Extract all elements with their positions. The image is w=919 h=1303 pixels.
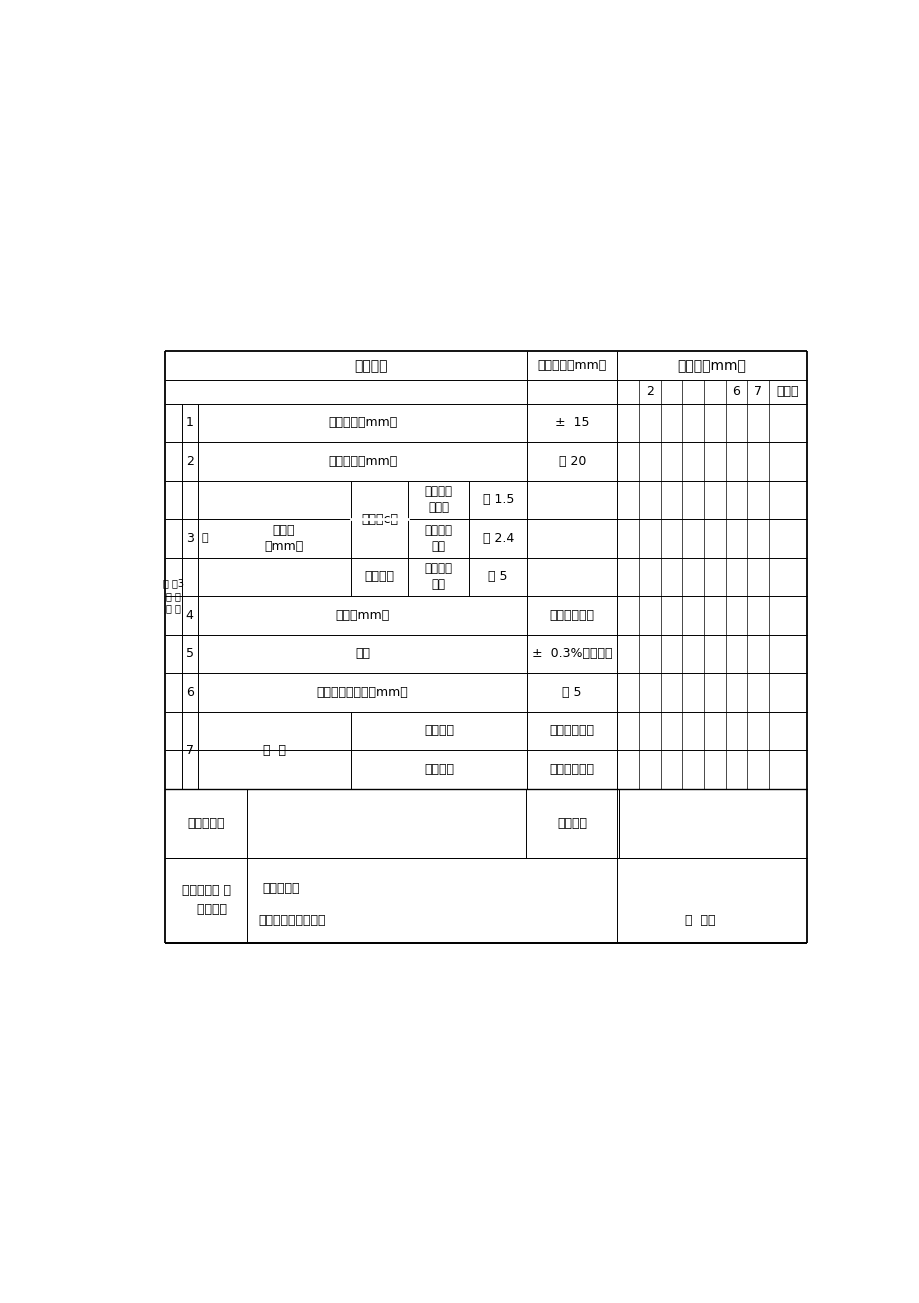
Text: 评定结果: 评定结果 [185,903,227,916]
Text: 6: 6 [732,386,740,399]
Text: 允 许3
偏 差
项 目: 允 许3 偏 差 项 目 [163,579,184,614]
Text: ±  0.3%且不反坡: ± 0.3%且不反坡 [531,648,612,661]
Text: 1: 1 [186,416,194,429]
Text: 符合要求。: 符合要求。 [262,882,300,895]
Text: 宽度（mm）: 宽度（mm） [335,609,390,622]
Text: 横坡: 横坡 [355,648,369,661]
Text: 平整度
（mm）: 平整度 （mm） [264,524,303,552]
Text: 7: 7 [754,386,762,399]
Text: 施工单位检 查: 施工单位检 查 [181,885,231,898]
Text: 5: 5 [186,648,194,661]
Text: ＜ 1.5: ＜ 1.5 [482,494,514,507]
Text: 井框与路面高差（mm）: 井框与路面高差（mm） [316,685,408,698]
Text: ＜ 5: ＜ 5 [562,685,582,698]
Text: 不小于设计值: 不小于设计值 [550,609,594,622]
Text: 中线偏位（mm）: 中线偏位（mm） [328,455,397,468]
Text: 次干路、
支路: 次干路、 支路 [424,524,452,552]
Text: 纵断高程（mm）: 纵断高程（mm） [328,416,397,429]
Text: 3: 3 [186,532,194,545]
Text: 符合设计要求: 符合设计要求 [550,724,594,737]
Text: 验收结论: 验收结论 [557,817,586,830]
Text: 允: 允 [202,533,209,543]
Text: 摩擦系数: 摩擦系数 [424,724,454,737]
Text: 2: 2 [645,386,653,399]
Text: 7: 7 [186,744,194,757]
Text: 项目专业质量检查员: 项目专业质量检查员 [258,915,325,928]
Text: 符合设计要求: 符合设计要求 [550,762,594,775]
Text: 快速路、
主干路: 快速路、 主干路 [424,485,452,515]
Text: 6: 6 [186,685,194,698]
Text: 构造深度: 构造深度 [424,762,454,775]
Text: ＜ 5: ＜ 5 [488,571,507,584]
Text: 最大间隔: 最大间隔 [364,571,394,584]
Text: ＜ 20: ＜ 20 [558,455,585,468]
Text: 实测值（mm）: 实测值（mm） [677,358,745,373]
Text: 检查项目: 检查项目 [355,358,388,373]
Text: 标准差c值: 标准差c值 [361,512,398,525]
Text: 4: 4 [186,609,194,622]
Text: 2: 2 [186,455,194,468]
Text: 年  月日: 年 月日 [684,915,715,928]
Text: 次干路、
支路: 次干路、 支路 [424,563,452,592]
Text: 允许偏差（mm）: 允许偏差（mm） [537,360,607,373]
Text: 合格率: 合格率 [776,386,799,399]
Text: ±  15: ± 15 [554,416,589,429]
Text: ＜ 2.4: ＜ 2.4 [482,532,514,545]
Text: 抗  滑: 抗 滑 [263,744,286,757]
Text: 平均合格率: 平均合格率 [187,817,224,830]
